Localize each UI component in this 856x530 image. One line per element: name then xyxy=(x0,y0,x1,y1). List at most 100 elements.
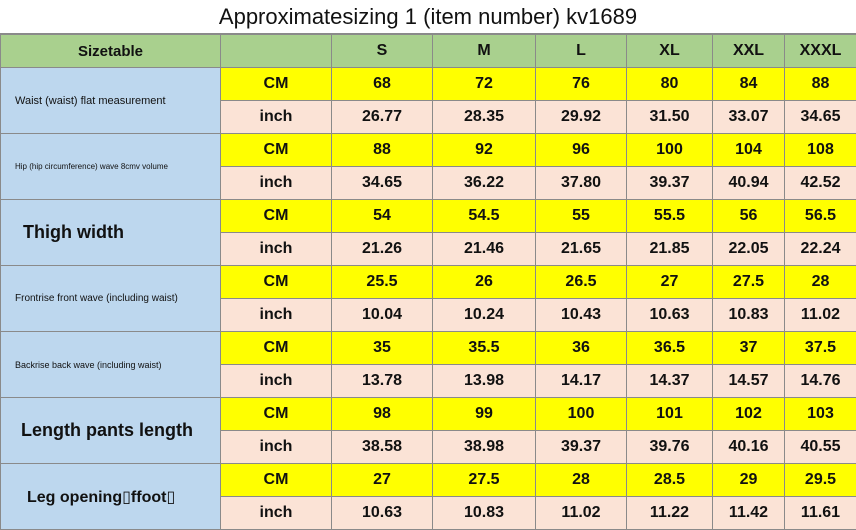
value-cell: 37 xyxy=(713,332,785,365)
value-cell: 14.37 xyxy=(627,365,713,398)
value-cell: 36.5 xyxy=(627,332,713,365)
value-cell: 35.5 xyxy=(433,332,536,365)
value-cell: 101 xyxy=(627,398,713,431)
value-cell: 13.78 xyxy=(332,365,433,398)
table-row: Hip (hip circumference) wave 8cmv volume… xyxy=(1,134,856,167)
value-cell: 36 xyxy=(536,332,627,365)
value-cell: 38.58 xyxy=(332,431,433,464)
measurement-name: Hip (hip circumference) wave 8cmv volume xyxy=(1,134,221,200)
value-cell: 29.92 xyxy=(536,101,627,134)
value-cell: 27.5 xyxy=(713,266,785,299)
value-cell: 11.42 xyxy=(713,497,785,530)
value-cell: 13.98 xyxy=(433,365,536,398)
value-cell: 38.98 xyxy=(433,431,536,464)
value-cell: 14.17 xyxy=(536,365,627,398)
value-cell: 92 xyxy=(433,134,536,167)
size-table: Sizetable S M L XL XXL XXXL Waist (waist… xyxy=(0,34,856,530)
measurement-name: Backrise back wave (including waist) xyxy=(1,332,221,398)
unit-cm: CM xyxy=(221,266,332,299)
table-row: Thigh width CM 54 54.5 55 55.5 56 56.5 xyxy=(1,200,856,233)
size-header-s: S xyxy=(332,35,433,68)
unit-inch: inch xyxy=(221,299,332,332)
value-cell: 22.05 xyxy=(713,233,785,266)
value-cell: 21.85 xyxy=(627,233,713,266)
value-cell: 27 xyxy=(627,266,713,299)
value-cell: 39.76 xyxy=(627,431,713,464)
measurement-name: Thigh width xyxy=(1,200,221,266)
value-cell: 103 xyxy=(785,398,856,431)
value-cell: 36.22 xyxy=(433,167,536,200)
value-cell: 104 xyxy=(713,134,785,167)
unit-inch: inch xyxy=(221,233,332,266)
unit-header-cell xyxy=(221,35,332,68)
value-cell: 29 xyxy=(713,464,785,497)
value-cell: 14.76 xyxy=(785,365,856,398)
value-cell: 21.46 xyxy=(433,233,536,266)
measurement-name: Leg opening▯ffoot▯ xyxy=(1,464,221,530)
measurement-name: Length pants length xyxy=(1,398,221,464)
value-cell: 54.5 xyxy=(433,200,536,233)
value-cell: 11.61 xyxy=(785,497,856,530)
value-cell: 88 xyxy=(332,134,433,167)
unit-inch: inch xyxy=(221,365,332,398)
value-cell: 34.65 xyxy=(785,101,856,134)
unit-cm: CM xyxy=(221,200,332,233)
unit-cm: CM xyxy=(221,134,332,167)
value-cell: 11.22 xyxy=(627,497,713,530)
value-cell: 42.52 xyxy=(785,167,856,200)
value-cell: 34.65 xyxy=(332,167,433,200)
sizetable-label: Sizetable xyxy=(1,35,221,68)
value-cell: 100 xyxy=(627,134,713,167)
value-cell: 55 xyxy=(536,200,627,233)
value-cell: 39.37 xyxy=(627,167,713,200)
unit-cm: CM xyxy=(221,398,332,431)
table-row: Waist (waist) flat measurement CM 68 72 … xyxy=(1,68,856,101)
value-cell: 27.5 xyxy=(433,464,536,497)
value-cell: 28 xyxy=(785,266,856,299)
value-cell: 10.63 xyxy=(332,497,433,530)
value-cell: 28.5 xyxy=(627,464,713,497)
measurement-name: Frontrise front wave (including waist) xyxy=(1,266,221,332)
value-cell: 68 xyxy=(332,68,433,101)
value-cell: 25.5 xyxy=(332,266,433,299)
value-cell: 80 xyxy=(627,68,713,101)
value-cell: 40.16 xyxy=(713,431,785,464)
value-cell: 28 xyxy=(536,464,627,497)
table-row: Length pants length CM 98 99 100 101 102… xyxy=(1,398,856,431)
value-cell: 39.37 xyxy=(536,431,627,464)
value-cell: 26.77 xyxy=(332,101,433,134)
value-cell: 102 xyxy=(713,398,785,431)
value-cell: 37.5 xyxy=(785,332,856,365)
value-cell: 99 xyxy=(433,398,536,431)
value-cell: 10.24 xyxy=(433,299,536,332)
measurement-name: Waist (waist) flat measurement xyxy=(1,68,221,134)
value-cell: 56 xyxy=(713,200,785,233)
value-cell: 54 xyxy=(332,200,433,233)
value-cell: 35 xyxy=(332,332,433,365)
value-cell: 26.5 xyxy=(536,266,627,299)
value-cell: 28.35 xyxy=(433,101,536,134)
size-header-m: M xyxy=(433,35,536,68)
value-cell: 108 xyxy=(785,134,856,167)
value-cell: 29.5 xyxy=(785,464,856,497)
value-cell: 11.02 xyxy=(785,299,856,332)
size-header-l: L xyxy=(536,35,627,68)
table-row: Frontrise front wave (including waist) C… xyxy=(1,266,856,299)
value-cell: 26 xyxy=(433,266,536,299)
value-cell: 55.5 xyxy=(627,200,713,233)
unit-inch: inch xyxy=(221,167,332,200)
unit-inch: inch xyxy=(221,497,332,530)
unit-cm: CM xyxy=(221,332,332,365)
value-cell: 27 xyxy=(332,464,433,497)
value-cell: 22.24 xyxy=(785,233,856,266)
header-row: Sizetable S M L XL XXL XXXL xyxy=(1,35,856,68)
value-cell: 84 xyxy=(713,68,785,101)
size-header-xl: XL xyxy=(627,35,713,68)
unit-inch: inch xyxy=(221,101,332,134)
value-cell: 40.55 xyxy=(785,431,856,464)
value-cell: 10.83 xyxy=(433,497,536,530)
size-header-xxxl: XXXL xyxy=(785,35,856,68)
value-cell: 21.26 xyxy=(332,233,433,266)
value-cell: 40.94 xyxy=(713,167,785,200)
table-row: Backrise back wave (including waist) CM … xyxy=(1,332,856,365)
